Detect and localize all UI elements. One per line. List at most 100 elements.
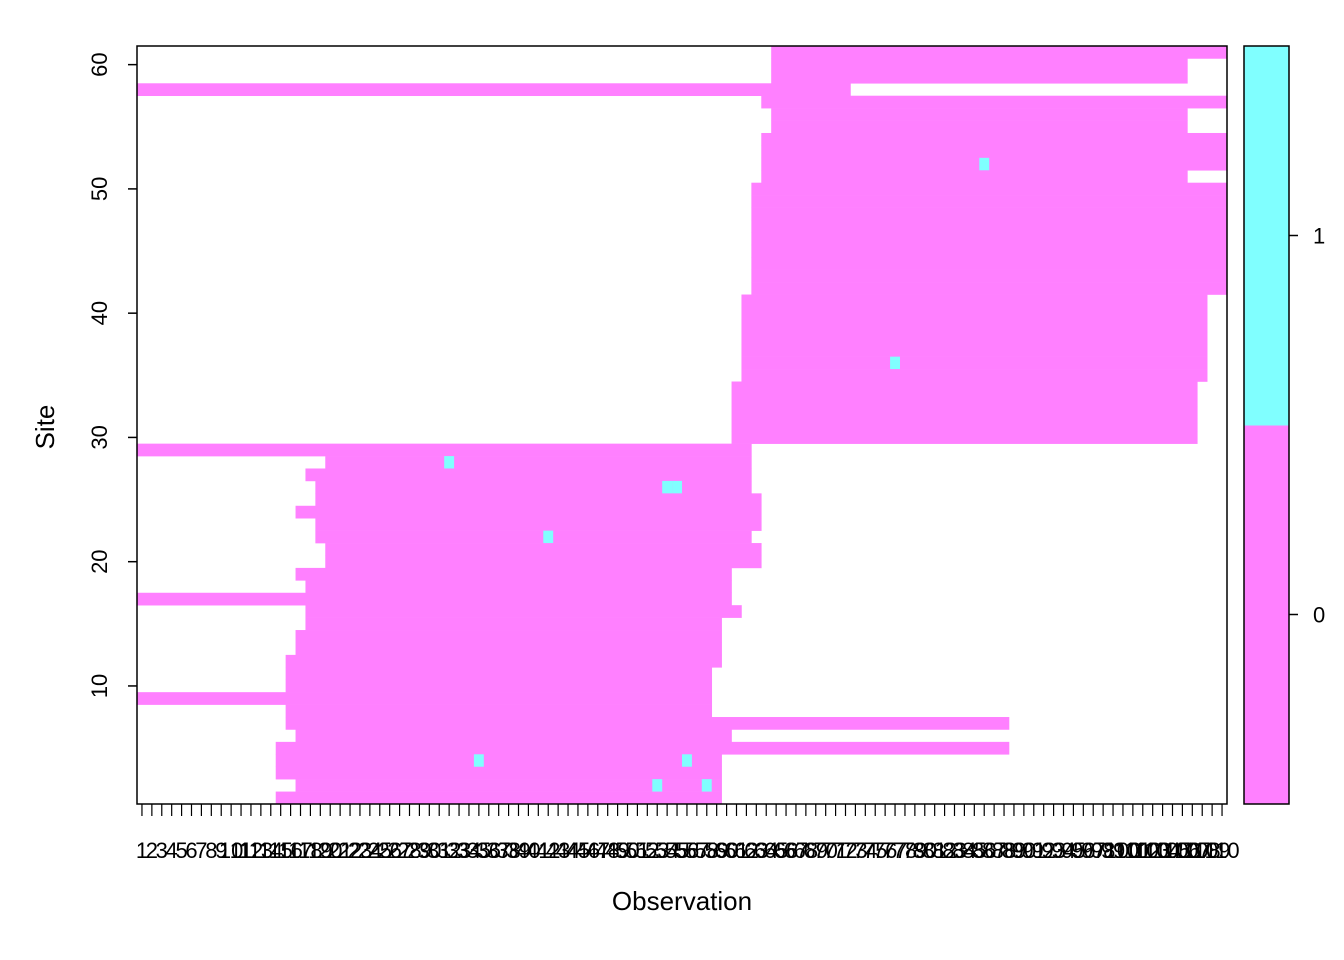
x-tick-label: 24 [358, 838, 382, 863]
value-0-band [771, 70, 1188, 84]
value-0-band [315, 480, 752, 494]
value-0-band [137, 692, 713, 705]
x-tick-label: 53 [645, 838, 669, 863]
color-key-label: 0 [1313, 603, 1325, 628]
value-0-band [751, 182, 1228, 196]
y-tick-label: 60 [87, 52, 112, 76]
x-tick-label: 21 [328, 838, 352, 863]
x-tick-label: 84 [952, 838, 976, 863]
x-tick-label: 98 [1091, 838, 1115, 863]
x-tick-label: 57 [685, 838, 709, 863]
color-key-frame [1243, 45, 1290, 805]
color-key-swatch [1244, 425, 1289, 805]
x-tick-label: 16 [278, 838, 302, 863]
x-tick-label: 55 [665, 838, 689, 863]
y-tick-label: 40 [87, 301, 112, 325]
x-tick-label: 26 [377, 838, 401, 863]
x-tick-label: 27 [387, 838, 411, 863]
value-0-band [751, 219, 1228, 233]
y-tick-label: 20 [87, 549, 112, 573]
x-tick-label: 41 [526, 838, 550, 863]
value-1-cell [662, 480, 673, 494]
heatmap-cells [137, 46, 1228, 805]
value-0-band [305, 617, 722, 631]
x-tick-label: 4 [166, 838, 178, 863]
value-0-band [285, 717, 1010, 730]
x-tick-label: 83 [942, 838, 966, 863]
value-1-cell [701, 779, 712, 792]
x-tick-label: 3 [156, 838, 168, 863]
x-tick-label: 68 [794, 838, 818, 863]
x-tick-label: 51 [625, 838, 649, 863]
x-tick-label: 32 [437, 838, 461, 863]
x-tick-label: 9 [215, 838, 227, 863]
value-1-cell [979, 157, 990, 171]
x-tick-label: 28 [397, 838, 421, 863]
value-0-band [325, 543, 762, 556]
value-0-band [137, 443, 752, 457]
x-tick-label: 85 [962, 838, 986, 863]
value-0-band [771, 120, 1188, 134]
x-tick-label: 89 [1002, 838, 1026, 863]
value-0-band [295, 630, 722, 643]
x-tick-label: 101 [1115, 838, 1152, 863]
x-tick-label: 74 [853, 838, 877, 863]
x-tick-label: 69 [804, 838, 828, 863]
x-tick-label: 110 [1205, 838, 1240, 863]
color-key-swatch [1244, 46, 1289, 426]
value-0-band [295, 505, 762, 519]
value-0-band [731, 431, 1198, 444]
x-tick-label: 100 [1105, 838, 1142, 863]
value-0-band [741, 344, 1208, 357]
x-tick-label: 97 [1081, 838, 1105, 863]
value-0-band [285, 679, 713, 693]
value-0-band [751, 269, 1228, 283]
x-tick-label: 62 [734, 838, 758, 863]
x-tick-label: 47 [586, 838, 610, 863]
value-0-band [771, 108, 1188, 121]
value-0-band [295, 729, 732, 743]
x-tick-label: 102 [1124, 838, 1161, 863]
x-tick-label: 19 [308, 838, 332, 863]
value-0-band [761, 95, 1228, 109]
x-tick-label: 103 [1134, 838, 1171, 863]
x-tick-label: 73 [843, 838, 867, 863]
value-1-cell [890, 356, 900, 370]
x-tick-label: 5 [175, 838, 187, 863]
value-0-band [305, 468, 752, 482]
x-tick-label: 45 [566, 838, 590, 863]
value-0-band [315, 518, 762, 531]
x-tick-label: 66 [774, 838, 798, 863]
value-0-band [771, 46, 1228, 59]
x-tick-label: 42 [536, 838, 560, 863]
x-tick-label: 93 [1041, 838, 1065, 863]
x-tick-label: 25 [368, 838, 392, 863]
x-tick-label: 88 [992, 838, 1016, 863]
value-0-band [285, 704, 713, 718]
x-tick-label: 95 [1061, 838, 1085, 863]
x-tick-label: 14 [259, 838, 283, 863]
x-tick-label: 8 [205, 838, 217, 863]
value-0-band [751, 257, 1228, 270]
value-0-band [751, 244, 1228, 258]
x-tick-label: 44 [556, 838, 580, 863]
x-tick-label: 11 [230, 838, 253, 863]
x-tick-label: 79 [903, 838, 927, 863]
value-0-band [771, 58, 1188, 72]
x-tick-label: 63 [744, 838, 768, 863]
x-tick-label: 50 [615, 838, 639, 863]
value-0-band [275, 754, 722, 768]
value-0-band [305, 605, 742, 618]
x-tick-label: 75 [863, 838, 887, 863]
y-axis-title: Site [30, 405, 60, 450]
x-tick-label: 52 [635, 838, 659, 863]
x-tick-label: 61 [724, 838, 748, 863]
x-axis-title: Observation [612, 886, 752, 916]
x-tick-label: 33 [447, 838, 471, 863]
x-tick-label: 43 [546, 838, 570, 863]
x-tick-label: 70 [813, 838, 837, 863]
value-0-band [741, 331, 1208, 345]
value-1-cell [652, 779, 663, 792]
x-tick-label: 30 [417, 838, 441, 863]
